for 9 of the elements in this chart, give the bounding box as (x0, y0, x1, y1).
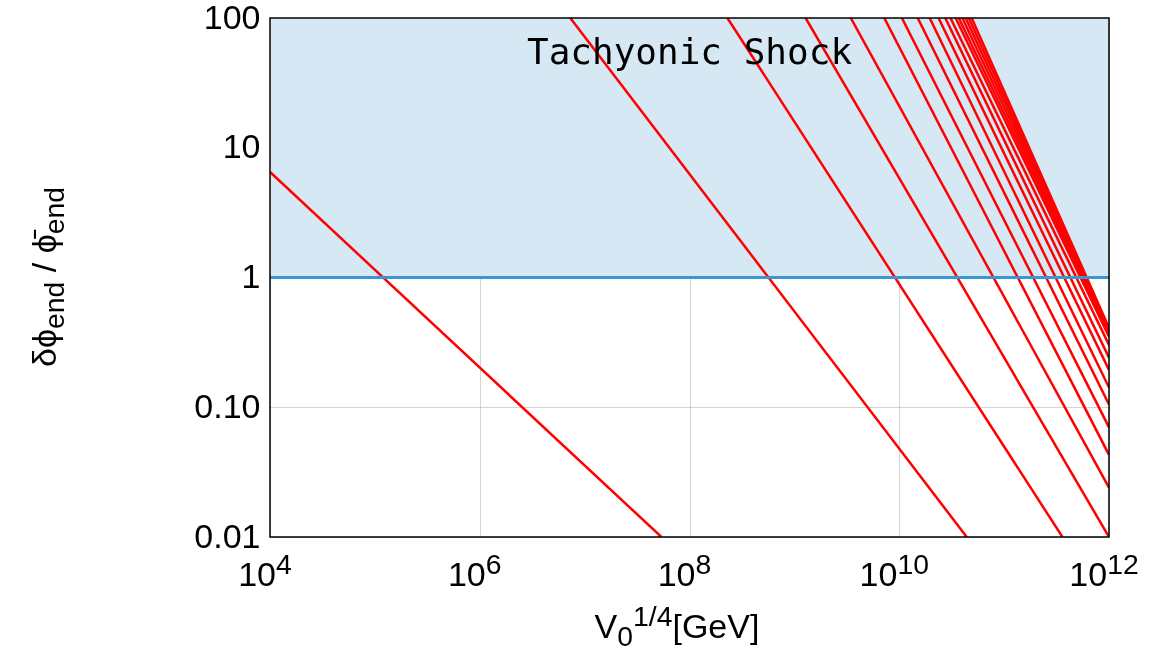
y-tick-label: 100 (203, 0, 261, 36)
x-tick-label: 10$^{12}$ (1069, 548, 1139, 594)
x-tick-label: 10$^{8}$ (657, 548, 712, 594)
x-axis-title: V$_{0}$$^{1/4}$[GeV] (594, 600, 760, 654)
y-tick-label: 1 (241, 257, 261, 295)
x-tick-label: 10$^{10}$ (859, 548, 929, 594)
y-tick-label: 10 (222, 127, 261, 166)
x-tick-label: 10$^{6}$ (447, 548, 502, 594)
y-tick-label: 0.10 (194, 386, 261, 425)
